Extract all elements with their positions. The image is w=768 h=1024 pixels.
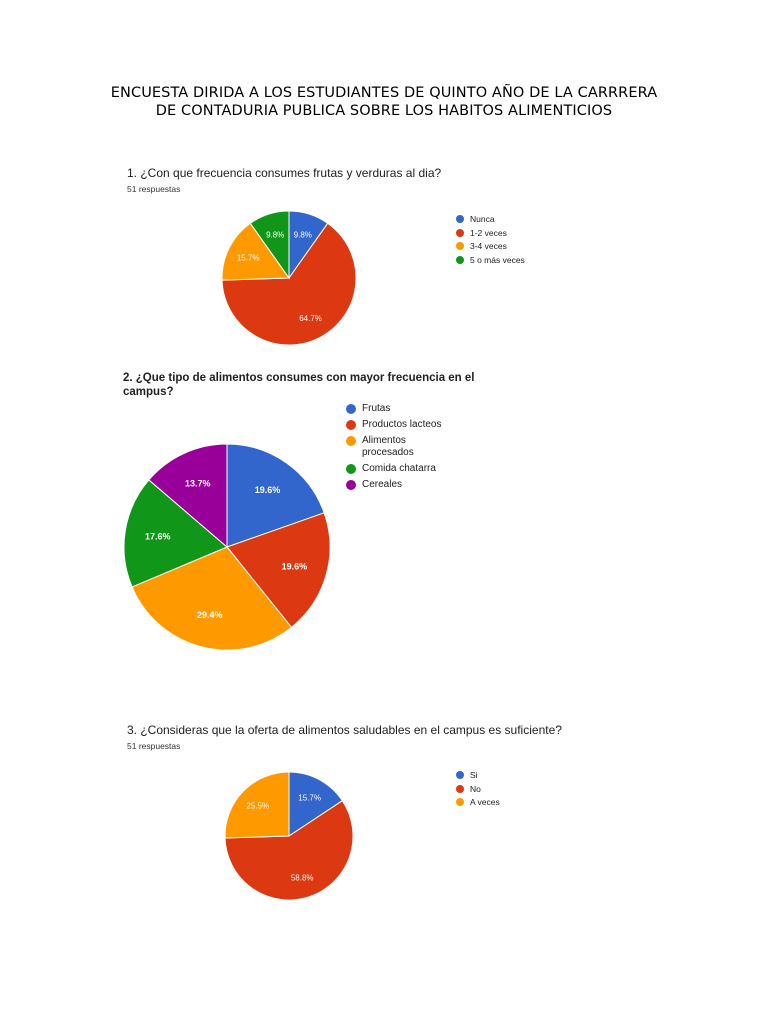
chart-2-data-label: 17.6% bbox=[145, 531, 171, 541]
chart-2-legend-marker bbox=[346, 420, 356, 430]
chart-2-legend-marker bbox=[346, 480, 356, 490]
chart-2-data-label: 19.6% bbox=[282, 561, 308, 571]
chart-panel-1: 1. ¿Con que frecuencia consumes frutas y… bbox=[112, 150, 657, 362]
chart-2-title-line-1: 2. ¿Que tipo de alimentos consumes con m… bbox=[123, 372, 475, 384]
chart-1-title: 1. ¿Con que frecuencia consumes frutas y… bbox=[127, 166, 442, 180]
chart-3-data-label: 15.7% bbox=[298, 793, 321, 802]
chart-1-legend-label: 5 o más veces bbox=[470, 254, 525, 265]
chart-3-legend-marker bbox=[456, 784, 464, 793]
chart-1-legend-marker bbox=[456, 255, 464, 264]
chart-2-legend-label: Alimentos bbox=[362, 435, 406, 446]
chart-2-legend-label: Productos lacteos bbox=[362, 419, 442, 430]
chart-2-legend-label: procesados bbox=[362, 447, 414, 458]
document-title-line-2: DE CONTADURIA PUBLICA SOBRE LOS HABITOS … bbox=[155, 103, 613, 119]
chart-2-slice-comida-chatarra bbox=[123, 479, 228, 588]
chart-2-legend-marker bbox=[346, 464, 356, 474]
chart-3-response-count: 51 respuestas bbox=[127, 741, 181, 751]
chart-3-slice-no bbox=[224, 800, 354, 901]
chart-3-slice-si bbox=[288, 771, 344, 837]
chart-2-legend-marker bbox=[346, 436, 356, 446]
chart-1-legend-label: 3-4 veces bbox=[470, 241, 507, 251]
chart-1-legend-marker bbox=[456, 228, 464, 237]
chart-1-slice-3-4-veces bbox=[221, 222, 290, 281]
chart-1-pie: 9.8% 64.7% 15.7% 9.8% bbox=[221, 210, 357, 346]
chart-1-legend-marker bbox=[456, 242, 464, 250]
chart-3-pie: 15.7% 58.8% 25.5% bbox=[224, 771, 354, 901]
chart-2-data-label: 13.7% bbox=[185, 479, 211, 489]
chart-1-data-label: 64.7% bbox=[299, 314, 322, 323]
chart-1-data-label: 9.8% bbox=[266, 230, 284, 239]
chart-1-response-count: 51 respuestas bbox=[127, 184, 181, 194]
chart-2-slice-productos-lacteos bbox=[226, 512, 331, 629]
chart-2-title: 2. ¿Que tipo de alimentos consumes con m… bbox=[123, 371, 475, 399]
chart-3-legend-label: A veces bbox=[470, 797, 500, 807]
document-title: ENCUESTA DIRIDA A LOS ESTUDIANTES DE QUI… bbox=[0, 84, 768, 120]
chart-3-data-label: 58.8% bbox=[291, 873, 314, 882]
chart-1-data-label: 15.7% bbox=[237, 253, 260, 262]
chart-2-legend-marker bbox=[346, 404, 356, 414]
chart-2-slice-alimentos-procesados bbox=[131, 546, 293, 651]
chart-1-legend-label: Nunca bbox=[470, 214, 495, 224]
chart-1-legend-marker bbox=[456, 215, 464, 223]
chart-3-legend-marker bbox=[456, 771, 464, 779]
chart-2-data-label: 19.6% bbox=[255, 485, 281, 495]
chart-2-pie: 19.6% 19.6% 29.4% 17.6% 13.7% bbox=[123, 443, 331, 651]
chart-2-title-line-2: campus? bbox=[123, 386, 174, 398]
chart-2-legend-label: Frutas bbox=[362, 403, 391, 414]
chart-1-slice-5-o-m-s-veces bbox=[249, 210, 290, 280]
chart-3-legend-marker bbox=[456, 798, 464, 806]
chart-1-data-label: 9.8% bbox=[294, 230, 312, 239]
chart-3-legend-label: Si bbox=[470, 770, 478, 780]
chart-2-slice-cereales bbox=[148, 443, 228, 549]
chart-3-legend-label: No bbox=[470, 783, 481, 794]
chart-1-legend-label: 1-2 veces bbox=[470, 227, 507, 238]
chart-2-data-label: 29.4% bbox=[197, 610, 223, 620]
chart-3-slice-a-veces bbox=[224, 771, 290, 839]
chart-2-legend-label: Cereales bbox=[362, 479, 403, 490]
chart-3-title: 3. ¿Consideras que la oferta de alimento… bbox=[127, 723, 562, 737]
chart-3-data-label: 25.5% bbox=[246, 802, 269, 811]
chart-panel-3: 3. ¿Consideras que la oferta de alimento… bbox=[112, 706, 657, 920]
chart-1-slice-1-2-veces bbox=[221, 222, 357, 346]
chart-2-legend-label: Comida chatarra bbox=[362, 463, 436, 474]
document-title-line-1: ENCUESTA DIRIDA A LOS ESTUDIANTES DE QUI… bbox=[110, 85, 658, 101]
chart-panel-2: 2. ¿Que tipo de alimentos consumes con m… bbox=[112, 362, 657, 662]
